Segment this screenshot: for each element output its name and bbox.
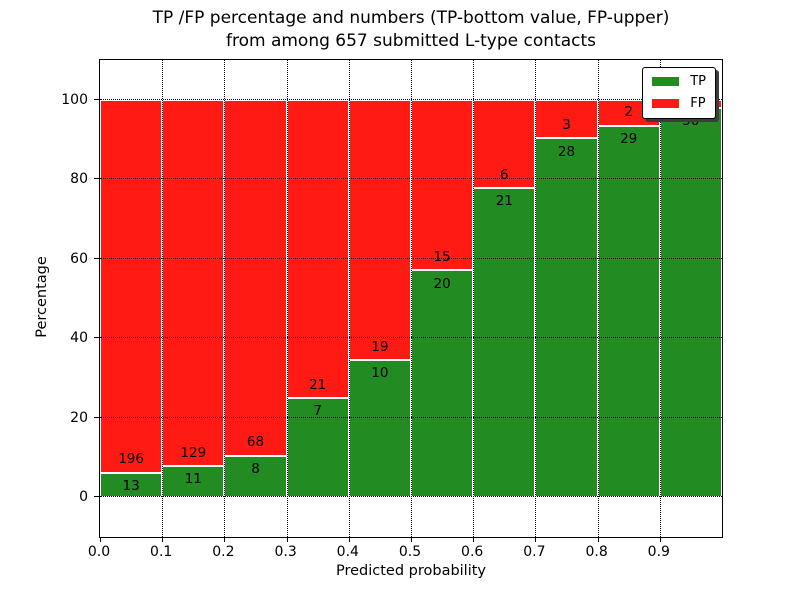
fp-count-label: 68: [246, 434, 265, 451]
tp-count-label: 28: [557, 143, 576, 160]
x-tick-label: 0.1: [150, 544, 173, 560]
x-tick-mark: [348, 537, 350, 542]
legend-row: FP: [652, 97, 706, 110]
legend: TP FP: [642, 67, 716, 119]
tp-count-label: 10: [371, 365, 389, 382]
x-tick-label: 0.9: [647, 544, 670, 560]
bar-tp-segment: [597, 125, 660, 498]
y-tick-mark: [94, 337, 99, 339]
legend-label: TP: [690, 74, 706, 89]
chart-title-line2: from among 657 submitted L-type contacts: [225, 31, 596, 51]
x-tick-label: 0.8: [585, 544, 608, 560]
bar-fp-segment: [224, 99, 287, 456]
tp-count-label: 8: [251, 460, 260, 477]
bar-fp-segment: [162, 99, 225, 466]
tp-count-label: 20: [433, 275, 451, 292]
y-tick-mark: [94, 178, 99, 180]
y-tick-label: 60: [70, 250, 88, 267]
tp-count-label: 21: [495, 193, 513, 210]
tp-count-label: 13: [122, 477, 140, 494]
fp-count-label: 15: [433, 248, 451, 265]
y-tick-label: 100: [61, 91, 88, 108]
bar-fp-segment: [286, 99, 349, 398]
fp-count-label: 129: [180, 444, 207, 461]
x-gridline: [597, 60, 599, 537]
x-gridline: [535, 60, 537, 537]
chart-title-line1: TP /FP percentage and numbers (TP-bottom…: [152, 8, 670, 28]
x-gridline: [224, 60, 226, 537]
x-tick-mark: [411, 537, 412, 542]
y-tick-label: 0: [79, 489, 88, 506]
y-tick-label: 20: [70, 409, 88, 426]
x-tick-label: 0.4: [336, 544, 359, 560]
x-tick-label: 0.3: [274, 544, 297, 560]
bar-fp-segment: [348, 99, 411, 361]
x-tick-label: 0.0: [87, 544, 111, 560]
x-tick-mark: [162, 537, 164, 542]
x-tick-mark: [473, 537, 475, 542]
bar-tp-segment: [411, 270, 474, 498]
y-tick-mark: [94, 257, 99, 259]
bar-fp-segment: [411, 99, 474, 271]
x-tick-mark: [100, 537, 101, 542]
x-tick-labels: 0.0 0.1 0.2 0.3 0.4 0.5 0.6 0.7 0.8 0.9: [88, 544, 721, 562]
bar-tp-segment: [473, 188, 536, 498]
x-axis-label: Predicted probability: [335, 563, 487, 579]
y-tick-labels: 0 20 40 60 80 100: [0, 60, 88, 537]
x-tick-label: 0.2: [212, 544, 235, 560]
x-gridline: [162, 60, 164, 537]
fp-count-label: 196: [118, 451, 144, 468]
x-gridline: [659, 60, 661, 537]
bar-tp-segment: [535, 138, 598, 498]
x-tick-label: 0.7: [523, 544, 546, 560]
legend-row: TP: [652, 75, 706, 88]
x-gridline: [473, 60, 475, 537]
fp-count-label: 2: [624, 104, 633, 121]
bar-tp-segment: [659, 107, 722, 498]
legend-label: FP: [690, 96, 706, 111]
y-tick-mark: [94, 98, 99, 100]
bar-tp-segment: [348, 360, 411, 498]
fp-legend-patch: [652, 99, 680, 108]
y-tick-label: 80: [70, 171, 88, 188]
tp-count-label: 11: [184, 471, 202, 488]
x-tick-label: 0.5: [398, 544, 422, 560]
x-tick-mark: [224, 537, 226, 542]
fp-count-label: 21: [309, 376, 327, 393]
tp-legend-patch: [652, 77, 680, 86]
fp-count-label: 3: [562, 116, 571, 133]
y-tick-mark: [94, 416, 99, 418]
x-tick-mark: [535, 537, 537, 542]
y-tick-mark: [94, 496, 99, 498]
x-gridline: [286, 60, 288, 537]
fp-count-label: 6: [499, 166, 509, 183]
bar-fp-segment: [100, 99, 163, 473]
y-tick-label: 40: [70, 330, 88, 347]
x-tick-mark: [286, 537, 288, 542]
plot-area: TP FP 196 13 129 11 68 8 21 7 19 10 15 20 6 21 3 28 2 29 50: [94, 59, 723, 542]
x-tick-mark: [597, 537, 599, 542]
tp-count-label: 29: [620, 130, 638, 147]
x-tick-mark: [659, 537, 661, 542]
chart-title: TP /FP percentage and numbers (TP-bottom…: [99, 7, 723, 53]
bar-tp-segment: [224, 455, 287, 498]
x-gridline: [348, 60, 350, 537]
bar-fp-segment: [535, 99, 598, 139]
tp-count-label: 7: [313, 403, 322, 420]
x-tick-label: 0.6: [461, 544, 484, 560]
x-gridline: [411, 60, 412, 537]
fp-count-label: 19: [371, 338, 389, 355]
